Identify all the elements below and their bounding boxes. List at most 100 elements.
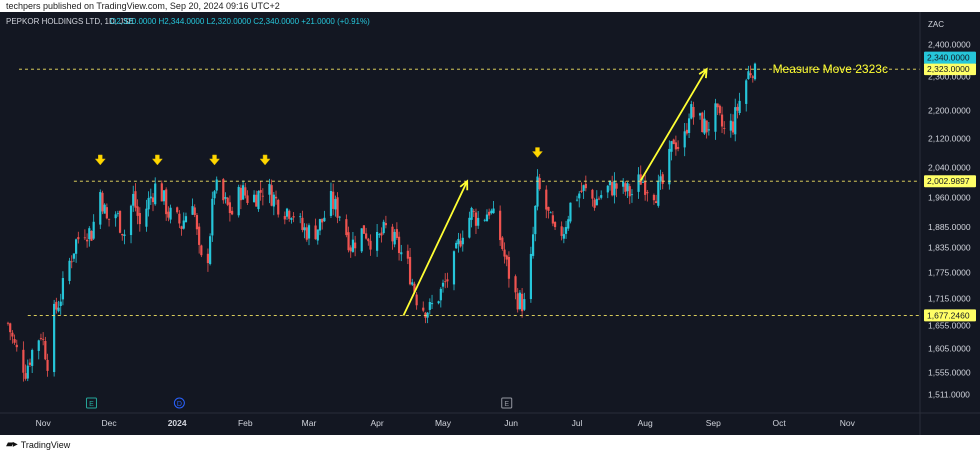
candle-2024-04-09 xyxy=(393,229,396,248)
candle-2023-12-22 xyxy=(154,177,157,206)
candle-body xyxy=(415,294,418,306)
candle-2024-08-20 xyxy=(685,123,688,136)
candle-body xyxy=(452,251,456,285)
candle-body xyxy=(215,179,218,191)
candle-2024-05-14 xyxy=(470,206,473,228)
candle-body xyxy=(745,80,748,104)
candle-2024-08-15 xyxy=(674,135,678,156)
candle-2024-09-19 xyxy=(751,74,754,83)
candle-2024-05-21 xyxy=(485,209,489,222)
price-tick-label: 1,511.0000 xyxy=(928,389,970,399)
candle-2024-05-06 xyxy=(452,250,456,291)
candle-2023-10-31 xyxy=(39,333,43,341)
candle-body xyxy=(206,253,210,264)
candle-body xyxy=(734,107,737,135)
candle-2024-07-04 xyxy=(582,184,585,199)
candle-2024-08-09 xyxy=(661,171,664,190)
candle-2024-07-03 xyxy=(580,182,583,194)
candle-2024-02-20 xyxy=(285,207,289,220)
candle-2024-04-10 xyxy=(395,222,398,240)
candlestick-chart[interactable]: E D E 2,400.0000 2,300.0000 2,200.0000 2,120.… xyxy=(0,12,980,435)
candle-body xyxy=(751,76,754,78)
candle-body xyxy=(397,236,401,254)
candle-2024-06-10 xyxy=(529,246,532,303)
candle-body xyxy=(303,227,306,231)
candle-2024-03-08 xyxy=(323,210,326,222)
candle-2024-09-13 xyxy=(738,92,741,116)
price-tick-label: 2,300.0000 xyxy=(928,72,971,82)
time-tick-label: Dec xyxy=(102,418,118,428)
candle-2024-06-17 xyxy=(545,185,548,219)
candle-2024-02-28 xyxy=(303,223,306,239)
candle-2024-04-01 xyxy=(376,224,379,257)
candle-body xyxy=(441,282,445,287)
candle-2024-06-05 xyxy=(518,289,522,311)
candle-body xyxy=(567,219,570,229)
candle-body xyxy=(360,228,363,252)
candle-2023-12-12 xyxy=(132,185,135,212)
last-price-label: 2,340.0000 xyxy=(927,53,970,63)
candle-body xyxy=(468,217,471,238)
candle-2024-05-30 xyxy=(505,254,508,267)
candle-body xyxy=(239,187,242,201)
candle-body xyxy=(99,191,102,225)
candle-2024-09-20 xyxy=(753,62,757,81)
time-tick-label: Feb xyxy=(238,418,253,428)
event-badge-e[interactable]: E xyxy=(85,397,97,409)
candle-2024-01-23 xyxy=(224,192,227,204)
event-badge-e[interactable]: E xyxy=(501,397,513,409)
candle-body xyxy=(683,131,686,148)
candle-body xyxy=(101,192,104,212)
tradingview-logo[interactable]: ▰▸ TradingView xyxy=(6,439,70,450)
level-price-label-bg xyxy=(924,63,976,76)
candle-body xyxy=(332,191,335,209)
event-badge-d[interactable]: D xyxy=(173,397,185,409)
candle-2023-12-07 xyxy=(121,233,124,241)
candle-2024-02-19 xyxy=(283,211,286,225)
candle-2024-01-10 xyxy=(195,212,199,235)
arrow-shaft xyxy=(639,68,708,181)
candle-body xyxy=(92,221,95,239)
candle-2024-06-28 xyxy=(569,202,572,224)
candle-2024-03-04 xyxy=(314,218,317,240)
candle-2023-11-20 xyxy=(83,229,86,241)
candle-2023-12-26 xyxy=(162,190,166,205)
candle-body xyxy=(674,142,678,150)
candle-2024-09-12 xyxy=(736,103,739,119)
candle-body xyxy=(68,260,71,281)
candle-2024-03-06 xyxy=(318,218,322,236)
candle-body xyxy=(334,199,337,210)
candle-2024-01-04 xyxy=(182,212,185,230)
candle-body xyxy=(103,204,106,214)
candle-body xyxy=(121,233,124,236)
candle-2024-08-07 xyxy=(657,174,660,208)
candle-body xyxy=(562,234,565,239)
candle-body xyxy=(72,253,76,259)
candle-body xyxy=(503,249,506,257)
candle-body xyxy=(545,189,548,210)
candle-2023-10-18 xyxy=(11,330,14,344)
candle-body xyxy=(560,226,563,236)
candle-body xyxy=(167,211,170,218)
candle-body xyxy=(529,253,532,300)
candle-2024-05-27 xyxy=(499,205,502,246)
candle-2024-06-21 xyxy=(553,221,557,230)
candle-2024-08-14 xyxy=(672,138,675,145)
candle-body xyxy=(151,197,155,203)
candle-2024-02-12 xyxy=(268,178,271,204)
candle-2023-11-30 xyxy=(105,203,108,220)
time-tick-label: Nov xyxy=(840,418,856,428)
candle-2024-01-22 xyxy=(222,178,225,204)
candle-2024-05-28 xyxy=(501,236,504,251)
candle-body xyxy=(569,202,572,222)
candle-2024-06-14 xyxy=(538,173,541,191)
candle-2024-02-06 xyxy=(255,190,258,207)
candle-2023-11-16 xyxy=(75,238,78,263)
candle-body xyxy=(624,183,627,192)
candle-body xyxy=(162,190,166,202)
chart-panel[interactable]: E D E 2,400.0000 2,300.0000 2,200.0000 2,120.… xyxy=(0,12,980,435)
candle-2024-07-10 xyxy=(595,190,598,206)
time-tick-label: Oct xyxy=(773,418,787,428)
candle-2023-10-26 xyxy=(28,358,32,368)
candle-body xyxy=(28,362,32,365)
